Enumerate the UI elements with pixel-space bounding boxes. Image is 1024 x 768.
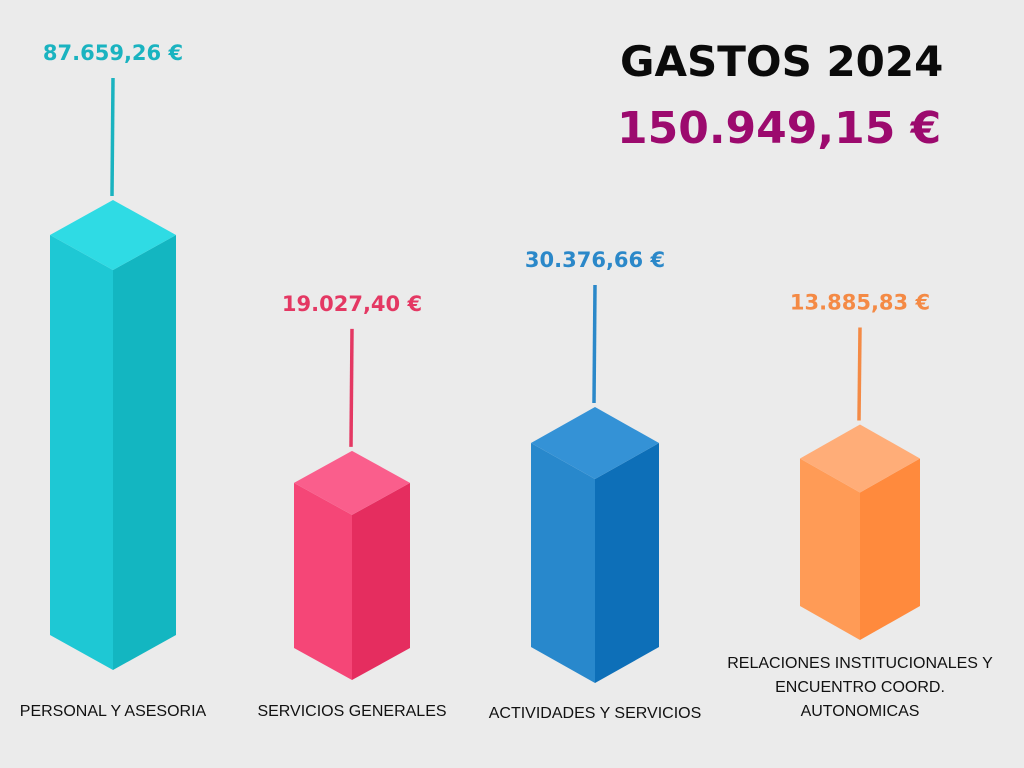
- bar-category-label: ENCUENTRO COORD.: [775, 679, 945, 696]
- bar-leader-line: [110, 77, 115, 197]
- bars-group: 87.659,26 € PERSONAL Y ASESORIA 19.027,40 …: [20, 41, 993, 722]
- bar-right-face: [352, 482, 410, 680]
- bar-category-label: SERVICIOS GENERALES: [257, 703, 446, 720]
- bar-top-face: [531, 407, 659, 480]
- chart-total: 150.949,15 €: [617, 103, 941, 154]
- bar-category-label: AUTONOMICAS: [801, 703, 920, 720]
- bar-value-label: 87.659,26 €: [43, 41, 183, 65]
- bar-left-face: [531, 443, 595, 683]
- bar-category-label: RELACIONES INSTITUCIONALES Y: [727, 655, 993, 672]
- bar-value-label: 13.885,83 €: [790, 290, 930, 314]
- bar-category-label: ACTIVIDADES Y SERVICIOS: [489, 705, 702, 722]
- bar-value-label: 19.027,40 €: [282, 292, 422, 316]
- bar-right-face: [113, 235, 176, 670]
- bar-left-face: [294, 482, 352, 680]
- bar-top-face: [294, 450, 410, 515]
- bar-right-face: [860, 458, 920, 640]
- bar-top-face: [50, 200, 176, 270]
- bar-leader-line: [349, 328, 354, 447]
- bar-left-face: [50, 235, 113, 670]
- bar-category-label: PERSONAL Y ASESORIA: [20, 703, 207, 720]
- bar-value-label: 30.376,66 €: [525, 248, 665, 272]
- bar-right-face: [595, 443, 659, 683]
- bar-leader-line: [857, 327, 862, 421]
- bar-top-face: [800, 424, 920, 493]
- bar-leader-line: [592, 285, 597, 404]
- bar-left-face: [800, 458, 860, 640]
- chart-title: GASTOS 2024: [620, 37, 943, 86]
